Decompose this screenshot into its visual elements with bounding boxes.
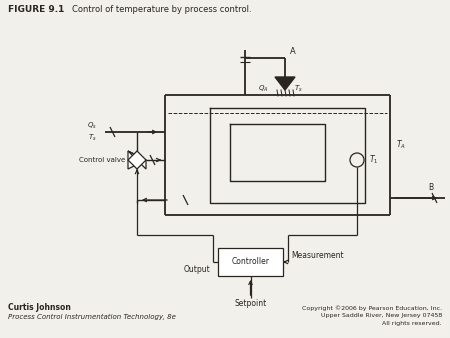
Text: $T_A$: $T_A$	[396, 139, 406, 151]
Text: $T_s$: $T_s$	[88, 133, 97, 143]
Text: B: B	[428, 184, 433, 193]
Text: FIGURE 9.1: FIGURE 9.1	[8, 5, 64, 14]
Circle shape	[350, 153, 364, 167]
Text: Copyright ©2006 by Pearson Education, Inc.: Copyright ©2006 by Pearson Education, In…	[302, 305, 442, 311]
Text: Process Control Instrumentation Technology, 8e: Process Control Instrumentation Technolo…	[8, 314, 176, 320]
Text: $T_s$: $T_s$	[294, 84, 303, 94]
Text: Control valve: Control valve	[79, 157, 125, 163]
Text: Setpoint: Setpoint	[234, 299, 266, 309]
Text: Controller: Controller	[231, 258, 270, 266]
Polygon shape	[128, 151, 146, 169]
Text: Output: Output	[183, 266, 210, 274]
Text: $T_1$: $T_1$	[369, 154, 378, 166]
Text: $Q_s$: $Q_s$	[87, 121, 97, 131]
Polygon shape	[275, 77, 295, 90]
Text: All rights reserved.: All rights reserved.	[382, 320, 442, 325]
Text: Measurement: Measurement	[291, 250, 344, 260]
Text: A: A	[290, 48, 296, 56]
Text: Control of temperature by process control.: Control of temperature by process contro…	[72, 5, 252, 14]
Polygon shape	[128, 151, 146, 169]
Text: Curtis Johnson: Curtis Johnson	[8, 304, 71, 313]
Polygon shape	[128, 151, 146, 169]
Text: Upper Saddle River, New Jersey 07458: Upper Saddle River, New Jersey 07458	[321, 314, 442, 318]
Text: $Q_A$: $Q_A$	[258, 84, 269, 94]
Bar	[218, 248, 283, 276]
